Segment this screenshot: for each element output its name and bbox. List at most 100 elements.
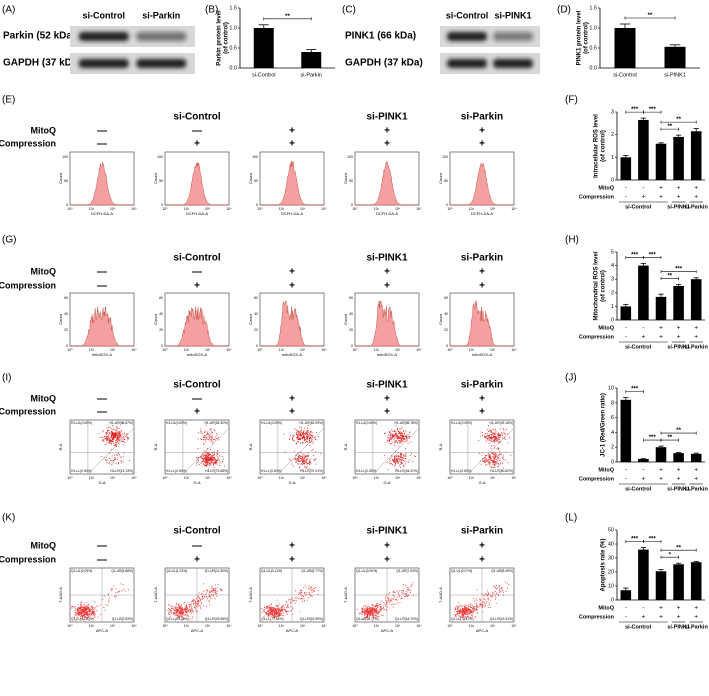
x-tick-label: 10⁶ (511, 476, 517, 480)
condition-mark: - (625, 605, 627, 612)
significance-label: ** (676, 428, 681, 434)
panel-label: (D) (557, 5, 571, 16)
x-tick-label: 10⁴ (490, 624, 496, 628)
condition-mark: + (194, 407, 200, 418)
condition-mark: + (479, 126, 485, 137)
condition-mark: + (479, 394, 485, 405)
x-tick-label: 10⁴ (395, 207, 401, 211)
x-tick-label: 10⁶ (321, 207, 327, 211)
significance-label: ** (667, 274, 672, 280)
condition-label: Compression (0, 554, 56, 564)
condition-mark: + (289, 394, 295, 405)
condition-mark: + (479, 267, 485, 278)
condition-mark: + (384, 394, 390, 405)
y-tick-label: 0 (611, 317, 614, 323)
quadrant-label: H1-LR(13.13%) (110, 469, 133, 473)
histogram-shape (70, 306, 134, 347)
y-tick-label: 60 (64, 296, 68, 300)
x-tick-label: 10² (469, 207, 475, 211)
bar (620, 306, 632, 320)
bar (638, 265, 649, 320)
condition-mark: - (642, 467, 644, 474)
x-tick-label: 10⁴ (110, 624, 116, 628)
y-tick-label: 0 (611, 459, 614, 465)
condition-mark: + (289, 139, 295, 150)
panel-label: (H) (565, 235, 579, 246)
condition-mark: - (642, 185, 644, 192)
histogram-shape (165, 306, 229, 347)
x-tick-label: 10⁰ (162, 207, 168, 211)
x-tick-label: 10⁶ (321, 476, 327, 480)
blot-frame (70, 53, 195, 74)
group-header: si-PINK1 (366, 526, 408, 537)
x-axis-label: mitoSOX-A (472, 352, 492, 357)
condition-mark: + (642, 476, 646, 483)
x-tick-label: 10⁰ (447, 624, 453, 628)
condition-mark: — (97, 267, 107, 278)
condition-mark: + (659, 614, 663, 621)
x-tick-label: 10⁶ (416, 624, 422, 628)
condition-mark: - (642, 605, 644, 612)
condition-mark: + (694, 325, 698, 332)
blot-band (136, 59, 187, 68)
quadrant-label: Q1-UR(6.77%) (301, 569, 323, 573)
y-tick-label: 100 (252, 155, 258, 159)
x-tick-label: 10² (89, 476, 95, 480)
x-tick-label: 10⁰ (447, 476, 453, 480)
panel-label: (A) (2, 5, 15, 16)
y-axis-label: (of control) (224, 22, 230, 54)
y-tick-label: 4 (611, 263, 614, 269)
x-tick-label: 10⁶ (321, 624, 327, 628)
scatter-dots (260, 584, 319, 623)
y-tick-label: 0.5 (229, 45, 237, 51)
x-tick-label: 10⁰ (352, 476, 358, 480)
y-tick-label: 60 (159, 296, 163, 300)
group-header: si-PINK1 (366, 112, 408, 123)
quadrant-label: Q1-UL(0.11%) (261, 569, 282, 573)
scatter-dots (167, 583, 223, 621)
y-axis-label: PINK1 protein level (577, 10, 583, 65)
y-tick-label: 4 (611, 430, 614, 436)
x-tick-label: 10⁰ (257, 476, 263, 480)
group-label: si-Control (625, 204, 651, 210)
y-tick-label: 50 (159, 179, 163, 183)
x-tick-label: 10⁴ (300, 207, 306, 211)
bar (620, 590, 632, 600)
y-tick-label: 0.0 (229, 65, 237, 71)
quadrant-label: Q1-LL(77.54%) (261, 617, 284, 621)
x-tick-label: 10² (374, 207, 380, 211)
y-tick-label: 0 (256, 344, 258, 348)
condition-mark: — (192, 267, 202, 278)
quadrant-label: H1-LR(50.82%) (490, 469, 513, 473)
condition-mark: — (97, 139, 107, 150)
condition-mark: - (625, 476, 627, 483)
quadrant-label: H1-UL(0.00%) (451, 421, 472, 425)
quadrant-label: H1-UR(26.32%) (205, 421, 228, 425)
condition-label: MitoQ (598, 185, 614, 191)
condition-mark: + (677, 614, 681, 621)
condition-mark: + (694, 476, 698, 483)
x-tick-label: 10² (279, 348, 285, 352)
panel-label: (J) (565, 373, 577, 384)
histogram-shape (165, 162, 229, 206)
y-tick-label: 1.5 (589, 5, 597, 11)
condition-mark: + (694, 614, 698, 621)
y-axis-label: 7-AAD-A (248, 587, 253, 603)
x-tick-label: 10⁰ (257, 624, 263, 628)
quadrant-label: Q1-LR(23.98%) (205, 617, 228, 621)
panel-label: (B) (205, 5, 218, 16)
condition-label: MitoQ (598, 467, 614, 473)
bar (673, 564, 684, 600)
y-tick-label: 100 (442, 155, 448, 159)
plot-frame (354, 419, 420, 475)
y-axis-label: Count (438, 313, 443, 325)
quadrant-label: Q1-LR(19.31%) (490, 617, 513, 621)
plot-frame (69, 419, 135, 475)
y-axis-label: 7-AAD-A (58, 587, 63, 603)
x-tick-label: 10⁶ (416, 348, 422, 352)
x-tick-label: 10² (89, 624, 95, 628)
condition-mark: + (677, 476, 681, 483)
bar (638, 459, 649, 462)
x-tick-label: 10⁶ (226, 624, 232, 628)
condition-mark: - (625, 467, 627, 474)
